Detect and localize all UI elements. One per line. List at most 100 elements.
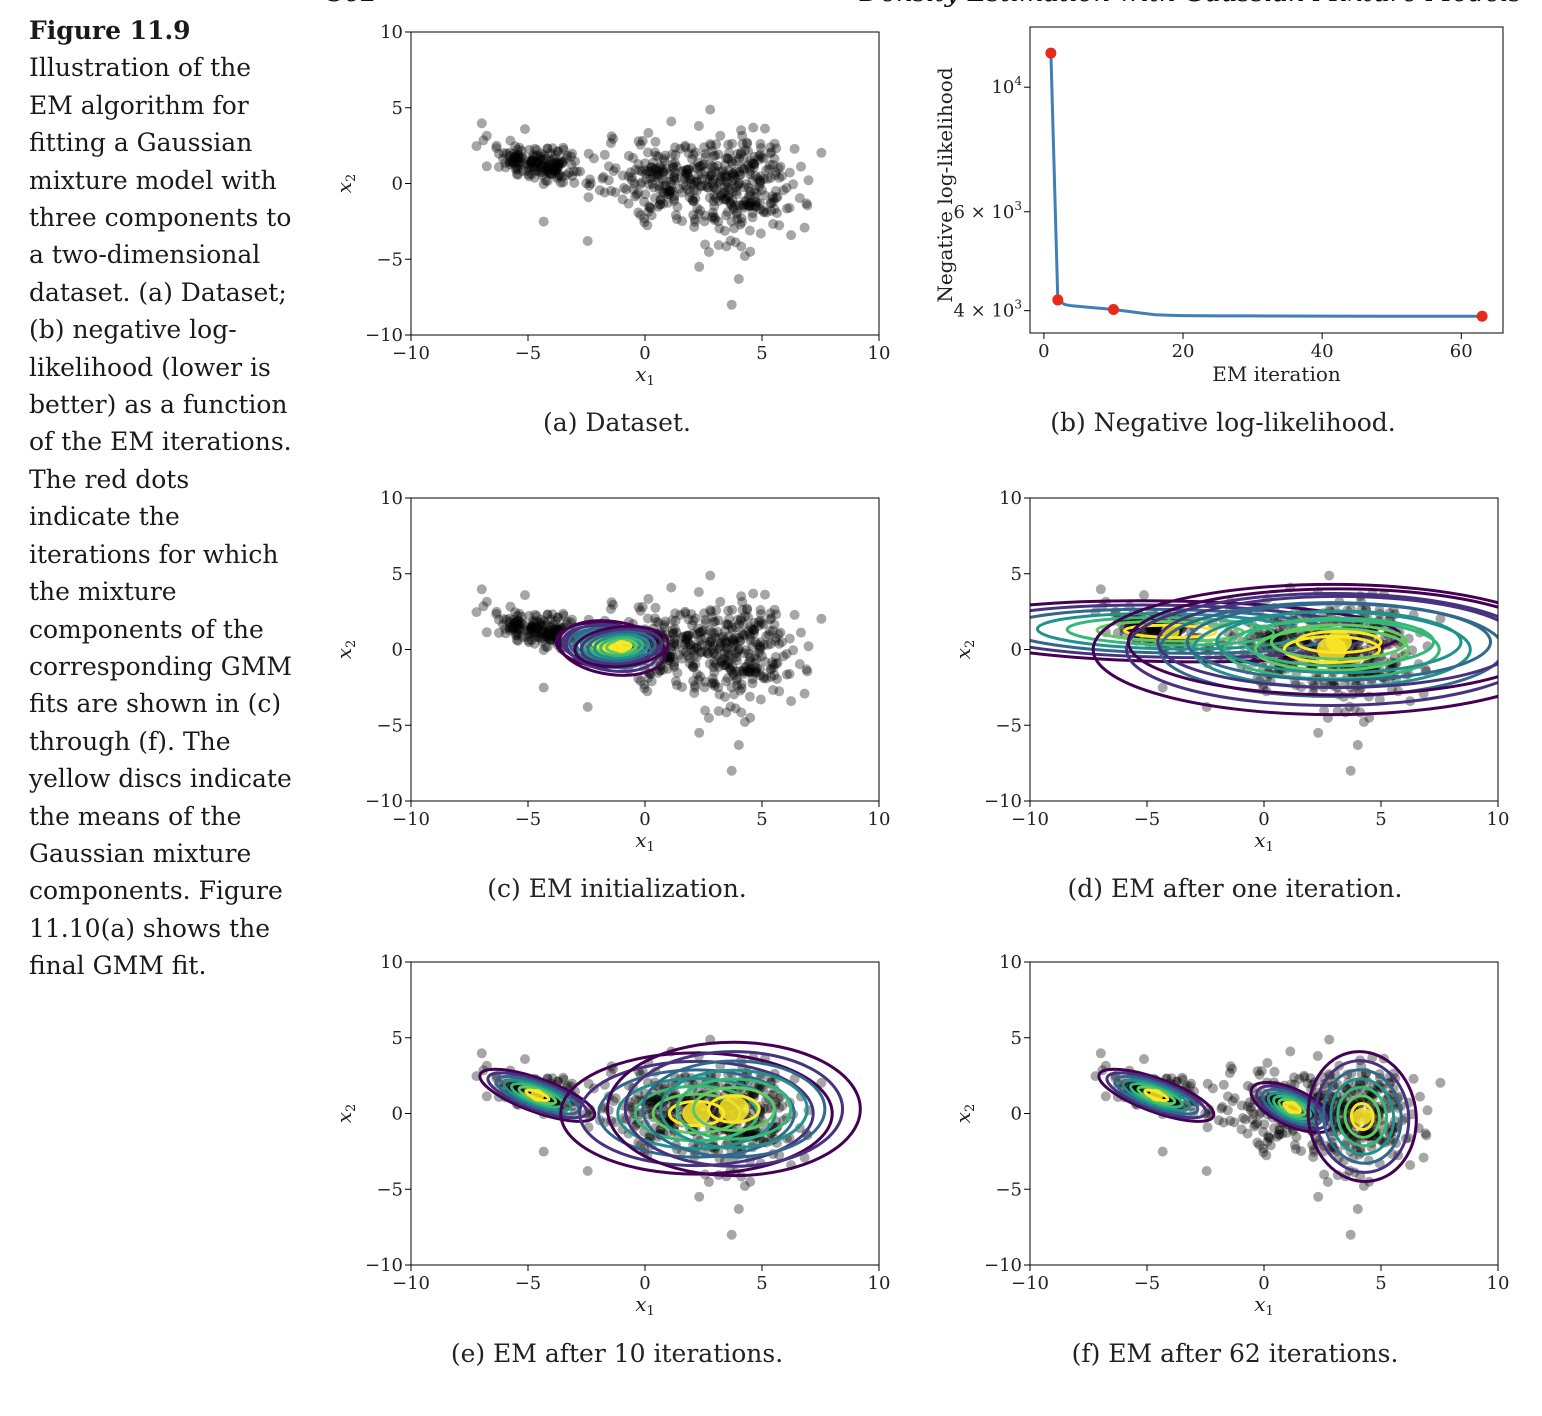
data-point <box>732 673 742 684</box>
data-point <box>536 159 547 170</box>
data-point <box>755 694 766 705</box>
data-point <box>677 216 688 227</box>
data-point <box>768 662 779 673</box>
data-point <box>725 664 736 675</box>
data-point <box>585 174 595 185</box>
data-point <box>547 158 558 169</box>
data-point <box>1249 1121 1260 1132</box>
data-point <box>739 251 750 261</box>
data-point <box>532 623 543 634</box>
data-point <box>617 194 628 205</box>
data-point <box>803 175 814 186</box>
data-point <box>747 158 758 169</box>
data-point <box>727 642 738 652</box>
data-point <box>521 165 532 176</box>
data-point <box>606 597 617 608</box>
data-point <box>557 157 568 168</box>
data-point <box>710 150 720 161</box>
data-point <box>529 143 540 154</box>
data-point <box>727 168 738 179</box>
data-point <box>512 153 523 164</box>
data-point <box>738 153 749 164</box>
data-point <box>710 658 721 669</box>
data-point <box>668 162 679 173</box>
data-point <box>555 177 566 188</box>
data-point <box>481 130 492 141</box>
data-point <box>748 628 759 639</box>
data-point <box>756 152 767 163</box>
data-point <box>594 185 605 196</box>
data-point <box>510 151 520 162</box>
data-point <box>653 617 664 628</box>
data-point <box>669 633 680 644</box>
data-point <box>726 682 737 693</box>
data-point <box>651 616 662 627</box>
data-point <box>514 157 525 168</box>
data-point <box>688 179 699 190</box>
nll-marker <box>1052 294 1064 306</box>
data-point <box>683 614 694 625</box>
data-point <box>610 1093 621 1104</box>
data-point <box>658 166 669 177</box>
data-point <box>731 652 742 663</box>
data-point <box>1262 1136 1273 1147</box>
data-point <box>706 636 716 647</box>
data-point <box>510 164 521 175</box>
data-point <box>755 637 766 648</box>
data-point <box>535 628 546 639</box>
contour-line <box>616 1076 777 1151</box>
data-point <box>695 647 706 658</box>
data-point <box>694 727 705 738</box>
data-point <box>550 165 561 176</box>
data-point <box>1324 570 1335 581</box>
gmm-component-1 <box>478 1067 597 1123</box>
data-point <box>690 682 700 693</box>
data-point <box>802 666 813 677</box>
data-point <box>643 593 654 604</box>
data-point <box>661 176 671 187</box>
data-point <box>639 217 650 228</box>
data-point <box>694 627 705 638</box>
data-point <box>582 1166 593 1176</box>
data-point <box>771 192 782 203</box>
data-point <box>731 655 742 666</box>
data-point <box>527 155 538 166</box>
data-point <box>730 703 741 714</box>
data-point <box>732 180 743 191</box>
y-axis-label-main: x <box>951 648 975 659</box>
data-point <box>504 147 515 158</box>
data-point <box>750 668 761 679</box>
x-tick-label: −5 <box>1134 1273 1161 1294</box>
x-tick-label: 0 <box>1038 341 1049 362</box>
data-point <box>748 588 759 599</box>
data-point <box>750 171 761 181</box>
data-point <box>719 187 730 198</box>
contour-line <box>1269 623 1408 661</box>
data-point <box>510 617 520 628</box>
data-point <box>637 166 647 177</box>
data-point <box>510 151 521 162</box>
data-point <box>1324 1034 1335 1045</box>
data-point <box>538 179 549 190</box>
data-point <box>764 160 775 171</box>
data-point <box>669 195 680 206</box>
data-point <box>639 196 650 207</box>
data-point <box>677 187 687 198</box>
data-point <box>569 177 580 188</box>
data-point <box>711 605 722 616</box>
data-point <box>751 197 762 207</box>
data-point <box>552 173 562 184</box>
data-point <box>719 635 730 646</box>
data-point <box>644 201 655 212</box>
data-point <box>735 635 745 646</box>
data-point <box>794 193 805 204</box>
data-point <box>753 151 764 162</box>
data-point <box>568 166 579 177</box>
data-point <box>736 613 747 624</box>
data-point <box>644 1109 654 1120</box>
data-point <box>730 167 741 177</box>
data-point <box>670 149 681 160</box>
data-point <box>724 184 735 195</box>
contour-line <box>707 1094 761 1124</box>
data-point <box>755 605 766 615</box>
